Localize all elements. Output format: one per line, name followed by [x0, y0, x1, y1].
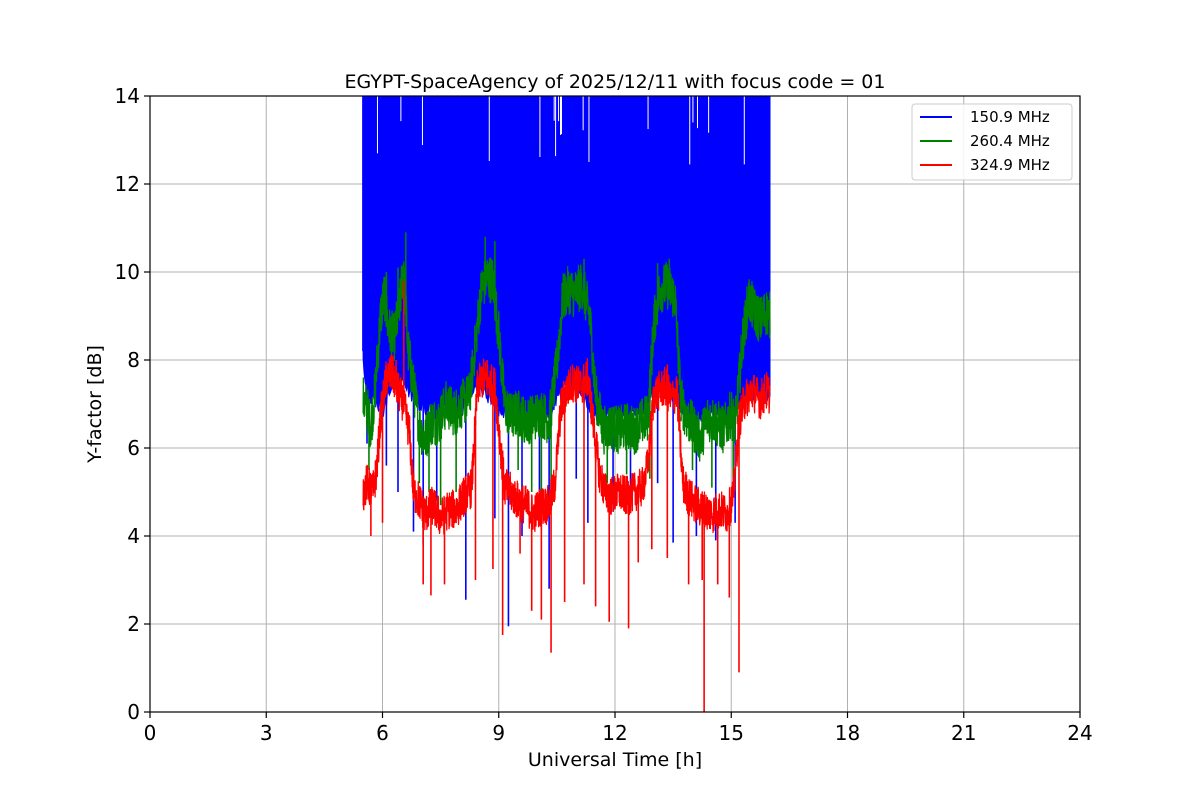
y-tick-label: 8 — [127, 348, 140, 372]
x-tick-label: 12 — [602, 721, 627, 745]
x-tick-label: 21 — [951, 721, 976, 745]
chart-title: EGYPT-SpaceAgency of 2025/12/11 with foc… — [345, 71, 886, 93]
x-tick-label: 18 — [835, 721, 860, 745]
series-line — [362, 257, 771, 462]
y-tick-label: 10 — [115, 260, 140, 284]
legend-label: 150.9 MHz — [970, 108, 1050, 126]
series-260-4-mhz — [362, 232, 771, 506]
x-axis-label: Universal Time [h] — [528, 749, 702, 771]
y-axis-label: Y-factor [dB] — [84, 345, 106, 464]
band-area — [362, 96, 771, 424]
legend: 150.9 MHz 260.4 MHz 324.9 MHz — [911, 103, 1073, 181]
x-tick-label: 0 — [144, 721, 157, 745]
y-tick-label: 6 — [127, 436, 140, 460]
y-tick-label: 0 — [127, 700, 140, 724]
x-tick-label: 15 — [719, 721, 744, 745]
x-tick-label: 9 — [492, 721, 505, 745]
x-tick-label: 6 — [376, 721, 389, 745]
legend-box — [911, 103, 1073, 181]
y-tick-label: 14 — [115, 84, 140, 108]
y-tick-label: 2 — [127, 612, 140, 636]
y-tick-label: 12 — [115, 172, 140, 196]
y-tick-label: 4 — [127, 524, 140, 548]
x-tick-label: 3 — [260, 721, 273, 745]
legend-label: 260.4 MHz — [970, 132, 1050, 150]
legend-label: 324.9 MHz — [970, 156, 1050, 174]
series-324-9-mhz — [362, 280, 771, 712]
x-tick-label: 24 — [1067, 721, 1092, 745]
series-layer — [362, 96, 771, 712]
